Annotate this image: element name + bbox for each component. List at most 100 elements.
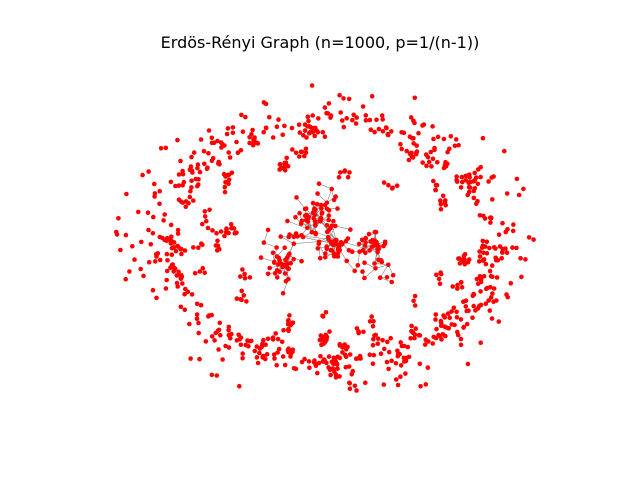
graph-node: [291, 256, 296, 262]
graph-node: [200, 221, 205, 227]
graph-node: [458, 280, 464, 285]
graph-node: [389, 186, 395, 191]
graph-node: [302, 213, 308, 218]
graph-node: [470, 315, 475, 321]
graph-node: [503, 246, 508, 251]
graph-node: [116, 216, 121, 221]
graph-node: [423, 152, 429, 157]
graph-node: [264, 352, 270, 357]
graph-node: [412, 120, 417, 126]
graph-node: [481, 273, 487, 279]
graph-node: [500, 220, 505, 226]
graph-node: [123, 276, 128, 282]
graph-edge: [296, 197, 306, 210]
graph-node: [375, 336, 381, 342]
graph-node: [216, 161, 221, 166]
graph-node: [373, 266, 378, 271]
graph-node: [318, 353, 323, 359]
graph-node: [318, 333, 324, 338]
graph-node: [309, 229, 315, 235]
graph-node: [265, 336, 271, 342]
graph-node: [324, 223, 330, 228]
graph-node: [277, 162, 283, 167]
graph-node: [338, 170, 343, 175]
graph-node: [367, 352, 373, 358]
graph-node: [371, 319, 376, 324]
graph-node: [224, 226, 229, 232]
graph-node: [495, 258, 501, 263]
graph-node: [360, 104, 366, 109]
graph-node: [399, 146, 405, 152]
graph-node: [210, 156, 216, 161]
graph-node: [261, 129, 267, 135]
graph-node: [411, 298, 416, 304]
graph-node: [328, 372, 333, 378]
graph-node: [335, 247, 341, 252]
graph-node: [490, 197, 495, 202]
graph-node: [240, 129, 246, 134]
graph-node: [227, 155, 233, 160]
graph-node: [471, 303, 477, 309]
graph-node: [183, 204, 189, 210]
graph-node: [320, 314, 326, 319]
graph-node: [321, 357, 327, 362]
graph-node: [290, 347, 296, 353]
graph-node: [158, 146, 164, 151]
graph-node: [487, 245, 492, 251]
graph-node: [367, 248, 372, 253]
graph-node: [460, 179, 465, 185]
graph-node: [326, 208, 332, 213]
graph-node: [376, 126, 382, 132]
graph-node: [218, 229, 224, 234]
graph-node: [347, 352, 353, 357]
graph-node: [416, 130, 421, 136]
graph-node: [363, 250, 368, 256]
graph-node: [293, 214, 298, 220]
graph-node: [221, 171, 227, 177]
graph-node: [294, 195, 299, 200]
graph-node: [153, 259, 158, 264]
graph-node: [222, 184, 228, 190]
graph-node: [276, 346, 282, 352]
graph-node: [331, 218, 336, 224]
graph-node: [483, 261, 489, 267]
graph-node: [458, 185, 464, 190]
graph-node: [331, 242, 336, 248]
graph-node: [338, 110, 344, 115]
graph-node: [453, 137, 459, 142]
graph-node: [454, 179, 460, 184]
graph-node: [195, 183, 200, 189]
graph-node: [337, 341, 343, 347]
graph-node: [178, 276, 184, 282]
graph-node: [460, 259, 465, 264]
graph-node: [316, 181, 322, 186]
graph-node: [443, 333, 448, 339]
graph-node: [423, 382, 429, 387]
graph-node: [169, 245, 175, 251]
graph-node: [333, 375, 339, 380]
graph-node: [326, 354, 332, 359]
graph-node: [194, 301, 200, 307]
graph-node: [174, 280, 180, 286]
graph-node: [157, 257, 163, 263]
graph-node: [381, 180, 387, 185]
graph-node: [478, 289, 483, 294]
graph-node: [215, 238, 220, 244]
graph-node: [225, 126, 231, 131]
graph-node: [197, 356, 202, 362]
graph-node: [206, 128, 212, 133]
graph-node: [345, 174, 351, 180]
graph-node: [363, 240, 368, 245]
graph-node: [291, 234, 297, 240]
graph-node: [175, 284, 180, 289]
graph-node: [445, 311, 451, 316]
graph-edge: [379, 264, 389, 278]
graph-node: [459, 285, 465, 290]
graph-node: [384, 275, 390, 280]
graph-node: [214, 231, 219, 236]
graph-node: [490, 274, 495, 280]
graph-node: [286, 346, 291, 352]
graph-node: [254, 355, 260, 360]
graph-node: [430, 124, 435, 129]
graph-node: [340, 118, 345, 123]
